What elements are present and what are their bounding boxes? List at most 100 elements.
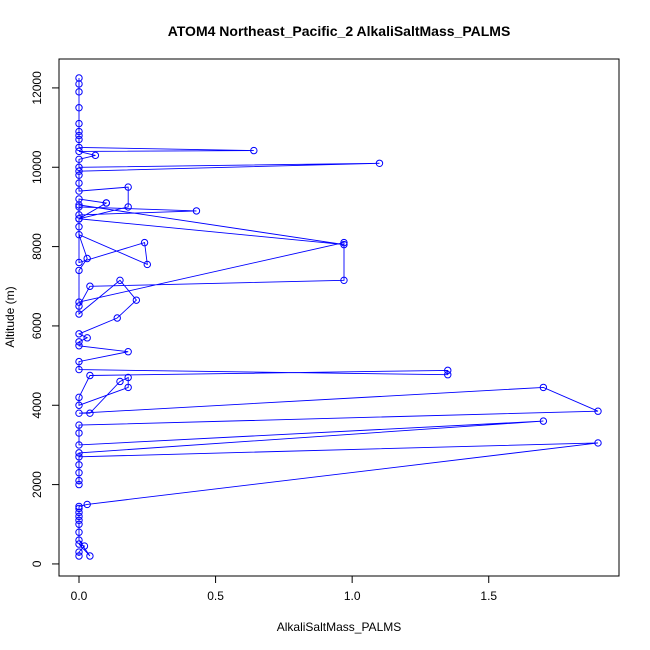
data-point: [75, 528, 83, 536]
data-point: [75, 310, 83, 318]
data-point: [75, 520, 83, 528]
data-point: [75, 480, 83, 489]
data-point: [75, 342, 83, 350]
data-point: [132, 296, 141, 304]
data-point: [75, 516, 83, 524]
data-point: [75, 88, 83, 96]
y-tick-label: 6000: [30, 312, 44, 339]
data-point: [594, 439, 602, 447]
data-point: [539, 383, 548, 392]
data-point: [75, 258, 83, 267]
x-tick-label: 1.5: [480, 589, 497, 603]
data-point: [75, 461, 83, 469]
data-point: [75, 147, 83, 156]
y-tick-label: 10000: [30, 150, 44, 184]
data-point: [75, 393, 83, 402]
data-point: [444, 366, 452, 375]
y-tick-label: 4000: [30, 392, 44, 419]
y-tick-label: 2000: [30, 471, 44, 498]
data-point: [75, 127, 83, 136]
data-point: [75, 338, 83, 346]
data-point: [75, 179, 83, 187]
data-point: [116, 377, 124, 386]
data-point: [75, 548, 83, 556]
x-axis-label: AlkaliSaltMass_PALMS: [277, 620, 402, 634]
data-point: [340, 276, 348, 285]
series-line: [77, 78, 599, 557]
data-point: [75, 512, 83, 521]
y-tick-label: 12000: [30, 71, 44, 105]
data-point: [75, 104, 83, 112]
data-point: [375, 159, 384, 167]
data-point: [75, 453, 83, 461]
data-point: [75, 203, 83, 211]
data-point: [75, 502, 83, 511]
data-point: [83, 254, 91, 263]
data-point: [124, 348, 132, 356]
data-point: [75, 552, 83, 560]
data-point: [75, 476, 83, 485]
data-point: [75, 119, 83, 128]
data-point: [340, 238, 348, 247]
plot-frame: [58, 58, 620, 577]
data-point: [75, 409, 83, 417]
data-point: [75, 171, 83, 179]
data-point: [116, 276, 124, 285]
data-point: [75, 230, 83, 239]
data-point: [75, 536, 83, 544]
data-point: [113, 314, 121, 322]
data-point: [124, 183, 132, 191]
data-point: [75, 302, 83, 310]
data-point: [75, 357, 83, 366]
data-point: [75, 211, 83, 219]
data-point: [143, 260, 151, 269]
data-point: [75, 167, 83, 175]
data-point: [75, 195, 83, 203]
data-point: [86, 409, 94, 417]
data-point: [75, 365, 83, 374]
data-point: [75, 298, 83, 306]
data-point: [75, 421, 83, 429]
y-axis-label: Altitude (m): [3, 286, 17, 347]
data-point: [86, 552, 94, 560]
data-point: [75, 155, 83, 164]
plot-area: [75, 74, 602, 560]
data-point: [83, 334, 91, 342]
data-point: [75, 215, 83, 223]
data-point: [250, 146, 258, 155]
x-tick-label: 1.0: [344, 589, 361, 603]
data-point: [86, 282, 94, 290]
x-tick-label: 0.0: [71, 589, 88, 603]
chart-title: ATOM4 Northeast_Pacific_2 AlkaliSaltMass…: [168, 23, 511, 39]
data-point: [75, 401, 83, 409]
data-point: [75, 266, 83, 275]
data-point: [102, 199, 111, 207]
data-point: [340, 240, 348, 249]
data-point: [75, 429, 83, 437]
data-point: [75, 441, 83, 449]
data-point: [75, 74, 83, 82]
data-point: [75, 223, 83, 231]
y-tick-label: 8000: [30, 233, 44, 260]
data-point: [86, 371, 94, 380]
x-tick-label: 0.5: [207, 589, 224, 603]
data-point: [75, 468, 83, 477]
data-point: [75, 330, 83, 338]
data-point: [91, 151, 100, 160]
data-point: [75, 449, 83, 457]
y-tick-label: 0: [30, 560, 44, 567]
data-point: [75, 504, 83, 513]
data-point: [75, 540, 83, 548]
data-point: [539, 417, 548, 425]
x-axis: 0.0 0.5 1.0 1.5: [71, 576, 497, 603]
data-point: [124, 383, 132, 392]
data-point: [83, 500, 91, 509]
data-point: [75, 163, 83, 171]
data-point: [140, 238, 149, 247]
data-point: [75, 135, 83, 144]
data-point: [124, 373, 132, 382]
data-point: [444, 371, 452, 379]
data-point: [192, 207, 201, 215]
data-point: [124, 203, 132, 211]
